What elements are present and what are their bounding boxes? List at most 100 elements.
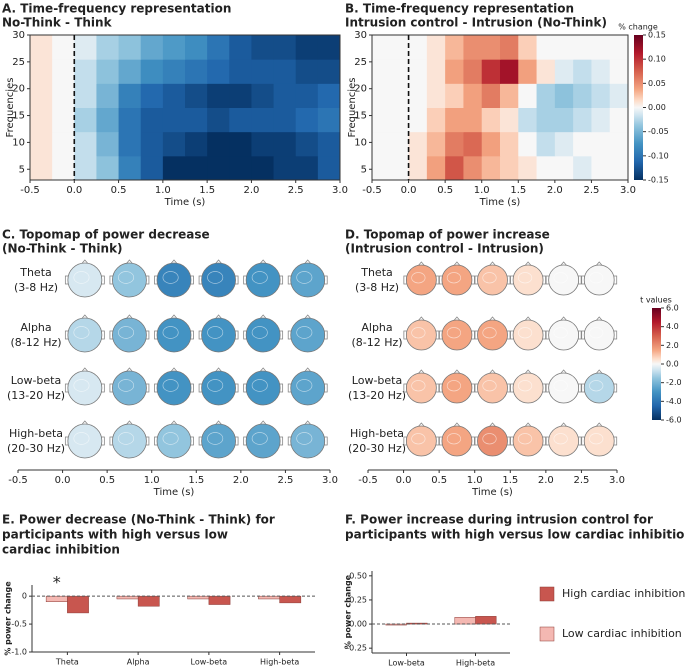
heat-cell <box>273 59 297 84</box>
topomap <box>245 370 281 406</box>
heat-cell <box>251 155 275 181</box>
heat-cell <box>30 59 53 84</box>
legend-label: High cardiac inhibition <box>562 587 685 600</box>
heat-cell <box>481 155 501 181</box>
heat-cell <box>591 59 611 84</box>
contour <box>296 432 313 445</box>
heat-cell <box>445 59 464 84</box>
heat-cell <box>573 155 592 181</box>
topomap <box>512 372 544 404</box>
head-outline <box>81 259 89 264</box>
heat-cell <box>74 83 97 108</box>
heat-cell <box>426 35 446 60</box>
heat-cell <box>30 155 53 181</box>
heat-cell <box>372 107 391 133</box>
heat-cell <box>463 107 483 133</box>
heat-cell <box>481 59 501 84</box>
topomap <box>405 319 437 351</box>
heat-cell <box>207 107 230 133</box>
heat-cell <box>140 35 164 60</box>
heat-cell <box>273 155 297 181</box>
heat-cell <box>554 35 574 60</box>
topomap <box>477 425 508 457</box>
head-outline <box>259 314 267 319</box>
head-outline <box>170 314 178 319</box>
heat-cell <box>554 83 574 108</box>
heat-cell <box>536 107 556 133</box>
head-outline <box>560 369 567 374</box>
head-outline <box>453 369 461 374</box>
row-label: High-beta <box>350 427 404 440</box>
heat-cell <box>317 83 341 108</box>
panel-title: F. Power increase during intrusion contr… <box>345 513 653 527</box>
contour <box>446 327 462 339</box>
y-tick-label: 0.25 <box>349 595 367 604</box>
topomap <box>245 262 281 298</box>
x-tick-label: Theta <box>55 658 79 667</box>
panel-title: C. Topomap of power decrease <box>2 228 210 242</box>
heat-cell <box>74 35 97 60</box>
panel-title: B. Time-frequency representation <box>345 2 574 16</box>
contour <box>482 380 497 392</box>
topomap <box>67 262 103 298</box>
heat-cell <box>500 131 519 157</box>
colorbar-label: t values <box>640 296 672 305</box>
y-tick-label: 30 <box>354 30 367 41</box>
head-outline <box>170 420 178 425</box>
heat-cell <box>536 155 556 181</box>
heat-cell <box>554 59 574 84</box>
heat-cell <box>481 107 501 133</box>
heat-cell <box>30 83 53 108</box>
colorbar-tick-label: 0.10 <box>648 55 666 64</box>
heat-cell <box>140 155 164 181</box>
contour <box>553 327 568 339</box>
heat-cell <box>229 131 252 157</box>
y-tick-label: 25 <box>12 57 25 68</box>
heat-cell <box>518 131 538 157</box>
panel-title: participants with high versus low <box>2 528 228 542</box>
head-outline <box>418 316 425 321</box>
topomap <box>405 372 437 404</box>
bar <box>385 623 407 626</box>
head-outline <box>595 316 603 321</box>
colorbar <box>652 308 661 420</box>
row-label: Theta <box>19 266 52 279</box>
topomap <box>512 425 544 457</box>
contour <box>296 326 313 339</box>
row-label: High-beta <box>9 427 63 440</box>
heat-cell <box>408 35 428 60</box>
topomap <box>441 319 473 351</box>
heat-cell <box>185 59 208 84</box>
heat-cell <box>463 35 483 60</box>
heat-cell <box>52 107 75 133</box>
head-outline <box>215 314 222 319</box>
contour <box>446 380 462 392</box>
x-tick-label: 1.5 <box>188 475 204 486</box>
contour <box>517 433 533 445</box>
heat-cell <box>207 131 230 157</box>
topomap <box>156 317 192 353</box>
colorbar-tick-label: 0.0 <box>666 360 679 369</box>
heat-cell <box>317 35 341 60</box>
contour <box>517 327 533 339</box>
head-outline <box>560 422 567 427</box>
heat-cell <box>251 35 275 60</box>
x-tick-label: 0.5 <box>111 185 127 196</box>
topomap <box>201 423 236 459</box>
heat-cell <box>390 35 410 60</box>
head-outline <box>81 314 89 319</box>
head-outline <box>81 420 89 425</box>
x-tick-label: Alpha <box>127 658 150 667</box>
topomap <box>156 423 192 459</box>
row-range: (3-8 Hz) <box>14 281 58 294</box>
heat-cell <box>251 59 275 84</box>
bar <box>475 616 497 625</box>
heat-cell <box>52 131 75 157</box>
heat-cell <box>118 83 142 108</box>
head-outline <box>126 367 133 372</box>
topomap <box>441 425 473 457</box>
heat-cell <box>96 155 120 181</box>
heat-cell <box>251 131 275 157</box>
colorbar-tick-label: -0.15 <box>648 176 669 185</box>
topomap <box>112 423 147 459</box>
